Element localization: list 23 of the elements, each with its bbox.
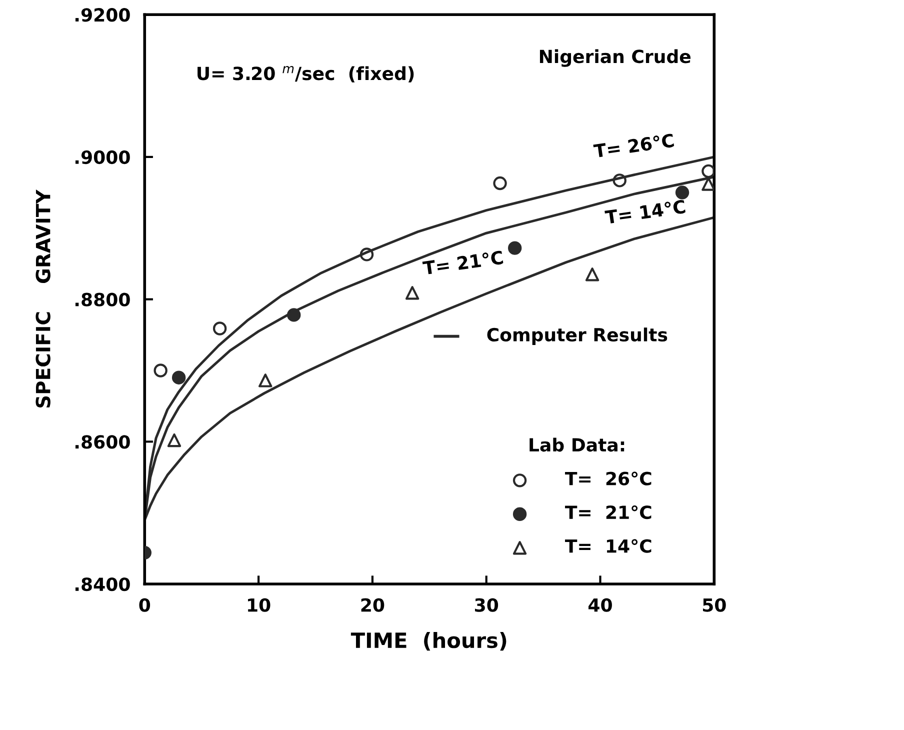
- annotation: Computer Results: [487, 328, 668, 346]
- legend-label: T= 21°C: [565, 505, 652, 520]
- legend-label: T= 26°C: [565, 472, 652, 486]
- annotation: Nigerian Crude: [540, 49, 691, 67]
- x-tick-label: 40: [588, 598, 612, 612]
- x-tick-label: 50: [702, 598, 726, 612]
- annotation: T= 21°C: [422, 250, 504, 276]
- x-tick-label: 20: [361, 598, 384, 612]
- y-tick-label: .9000: [75, 150, 130, 164]
- y-tick-label: .9200: [75, 8, 130, 22]
- x-tick-label: 0: [139, 598, 150, 612]
- legend-title: Lab Data:: [530, 438, 624, 452]
- x-axis-title: TIME (hours): [350, 632, 506, 651]
- x-tick-label: 30: [474, 598, 498, 612]
- x-tick-label: 10: [248, 598, 270, 612]
- annotation: U= 3.20 $^{m}$/sec (fixed): [198, 66, 414, 82]
- y-tick-label: .8400: [75, 577, 130, 592]
- y-axis-title: SPECIFIC GRAVITY: [36, 190, 50, 408]
- annotation: T= 14°C: [604, 199, 686, 224]
- y-tick-label: .8600: [75, 435, 130, 449]
- y-tick-label: .8800: [75, 292, 130, 306]
- legend-label: T= 14°C: [565, 539, 652, 553]
- annotation: T= 26°C: [593, 133, 674, 158]
